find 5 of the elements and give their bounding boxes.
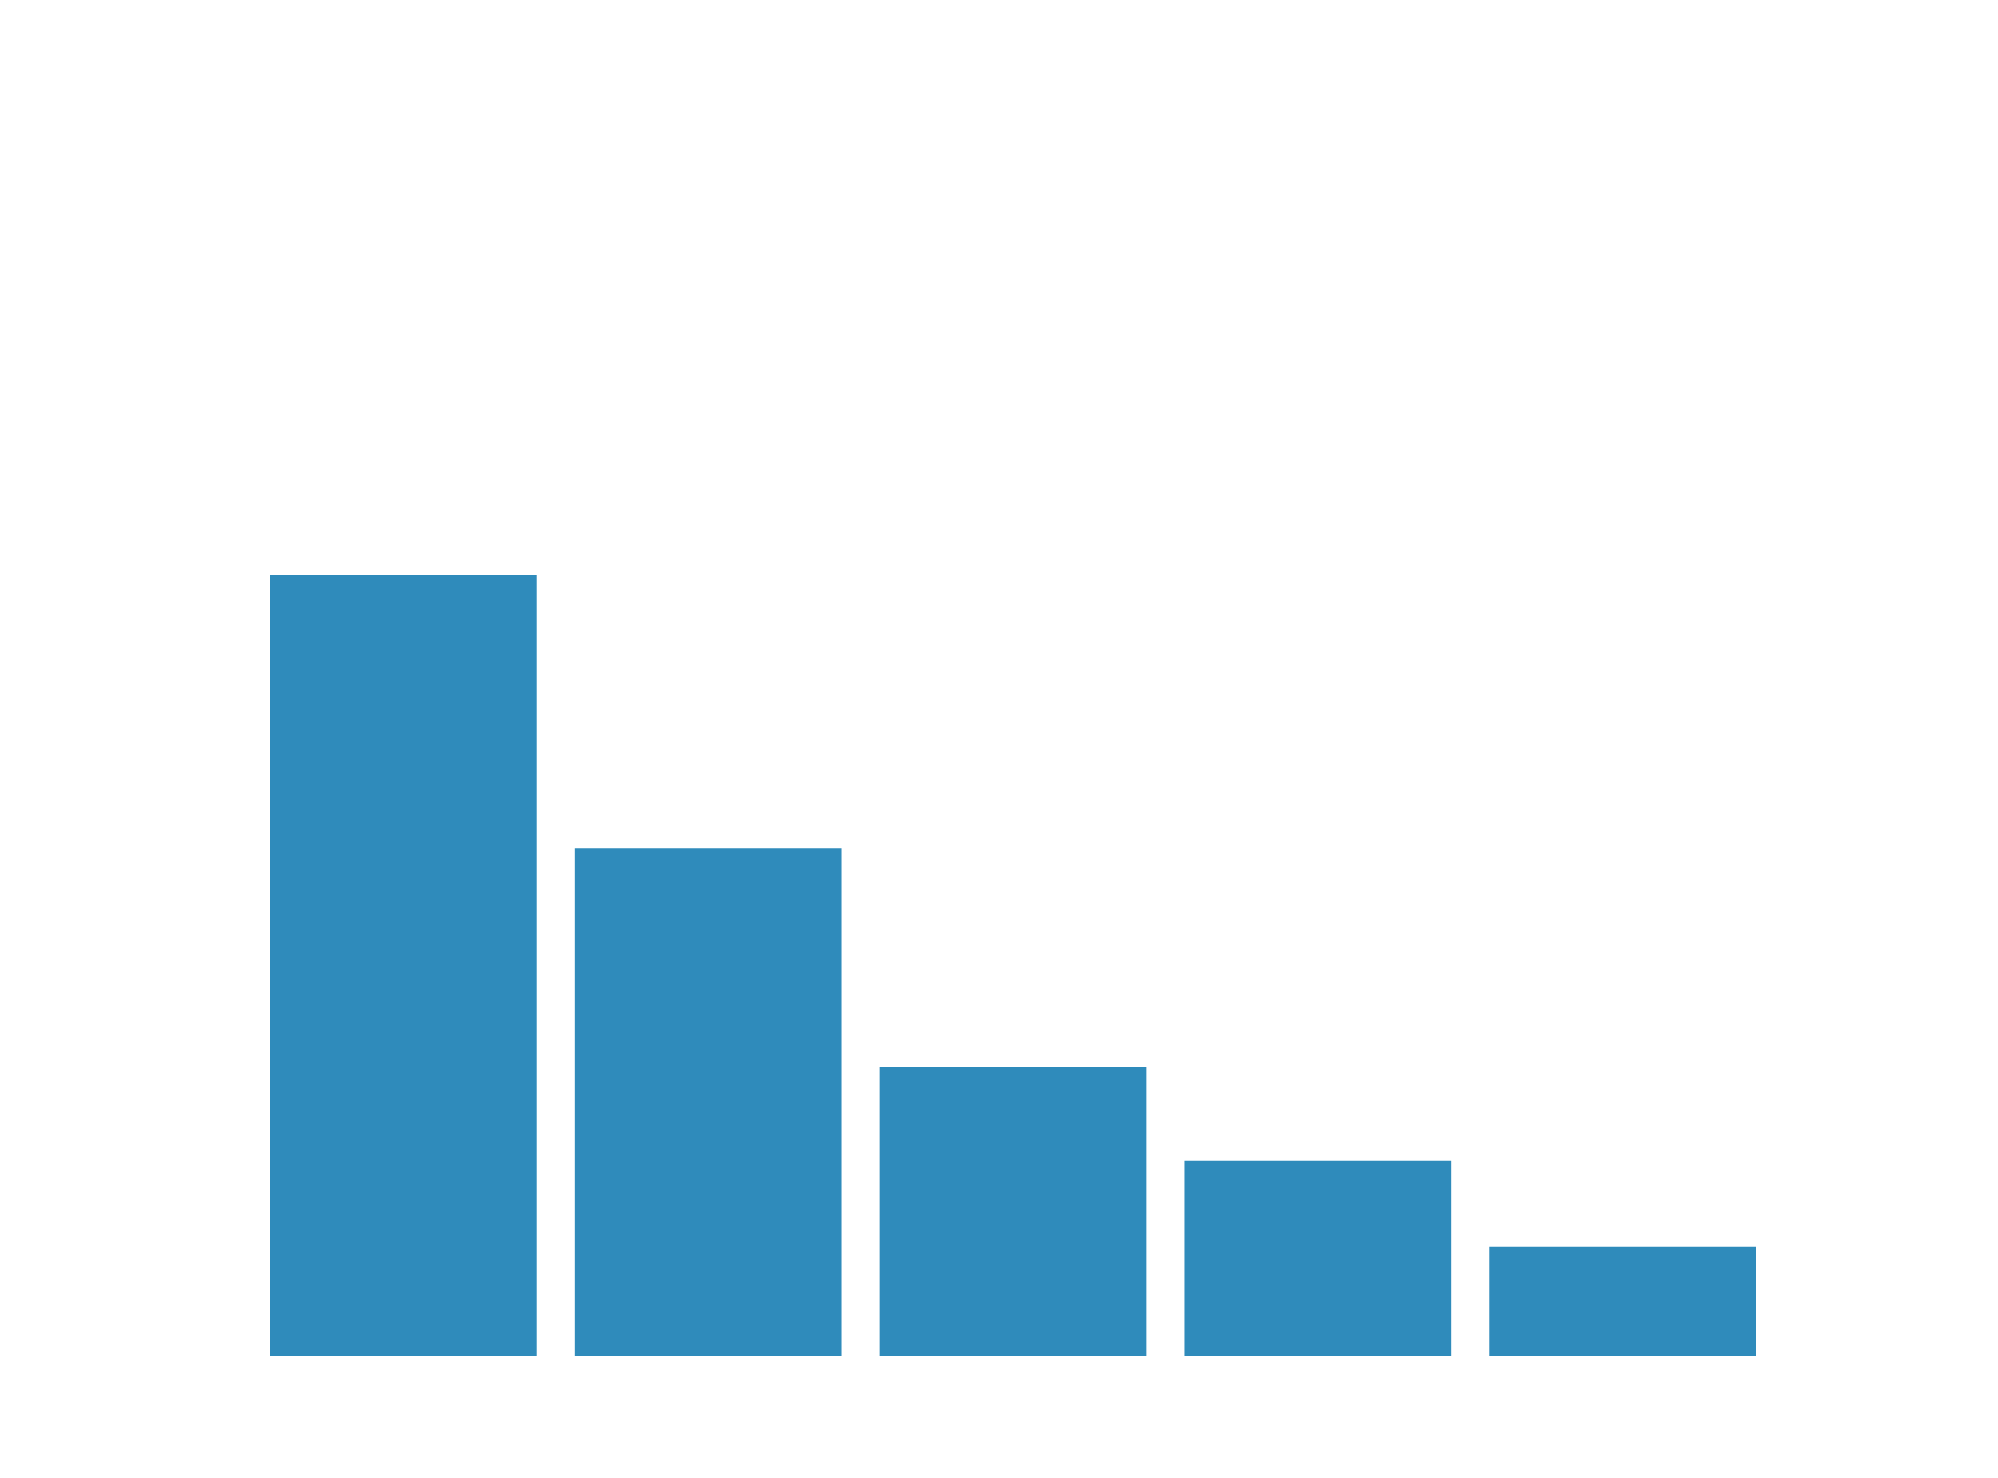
bar: [1489, 1246, 1756, 1356]
bar: [270, 574, 537, 1356]
bar: [574, 848, 842, 1356]
bar: [879, 1067, 1147, 1356]
bar: [1184, 1160, 1452, 1356]
